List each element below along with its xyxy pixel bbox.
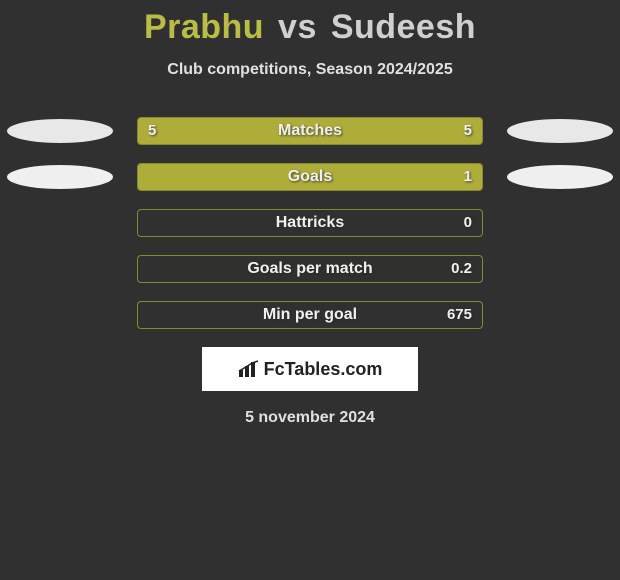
- stat-row: Hattricks0: [0, 209, 620, 237]
- player2-badge: [507, 165, 613, 189]
- date-line: 5 november 2024: [0, 409, 620, 427]
- player1-badge: [7, 165, 113, 189]
- stat-bar-track: Goals per match0.2: [137, 255, 483, 283]
- bars-icon: [238, 360, 260, 378]
- player2-name: Sudeesh: [331, 8, 476, 46]
- stat-row: Matches55: [0, 117, 620, 145]
- stat-right-value: 0.2: [451, 260, 472, 277]
- stat-bar-track: Goals1: [137, 163, 483, 191]
- stats-area: Matches55 Goals1 Hattricks0 Goals per match…: [0, 117, 620, 329]
- page-title: Prabhu vs Sudeesh: [0, 0, 620, 47]
- stat-label: Min per goal: [138, 306, 482, 324]
- comparison-infographic: Prabhu vs Sudeesh Club competitions, Sea…: [0, 0, 620, 580]
- logo-text: FcTables.com: [264, 359, 383, 380]
- stat-right-value: 0: [464, 214, 472, 231]
- player1-badge: [7, 119, 113, 143]
- subtitle: Club competitions, Season 2024/2025: [0, 61, 620, 79]
- stat-label: Hattricks: [138, 214, 482, 232]
- stat-row: Goals per match0.2: [0, 255, 620, 283]
- stat-bar-fill: [138, 118, 482, 144]
- stat-row: Goals1: [0, 163, 620, 191]
- stat-label: Goals per match: [138, 260, 482, 278]
- player2-badge: [507, 119, 613, 143]
- stat-right-value: 675: [447, 306, 472, 323]
- vs-text: vs: [278, 8, 317, 46]
- player1-name: Prabhu: [144, 8, 264, 46]
- stat-bar-track: Hattricks0: [137, 209, 483, 237]
- fctables-logo: FcTables.com: [202, 347, 418, 391]
- stat-bar-fill: [138, 164, 482, 190]
- stat-row: Min per goal675: [0, 301, 620, 329]
- stat-bar-track: Matches55: [137, 117, 483, 145]
- stat-bar-track: Min per goal675: [137, 301, 483, 329]
